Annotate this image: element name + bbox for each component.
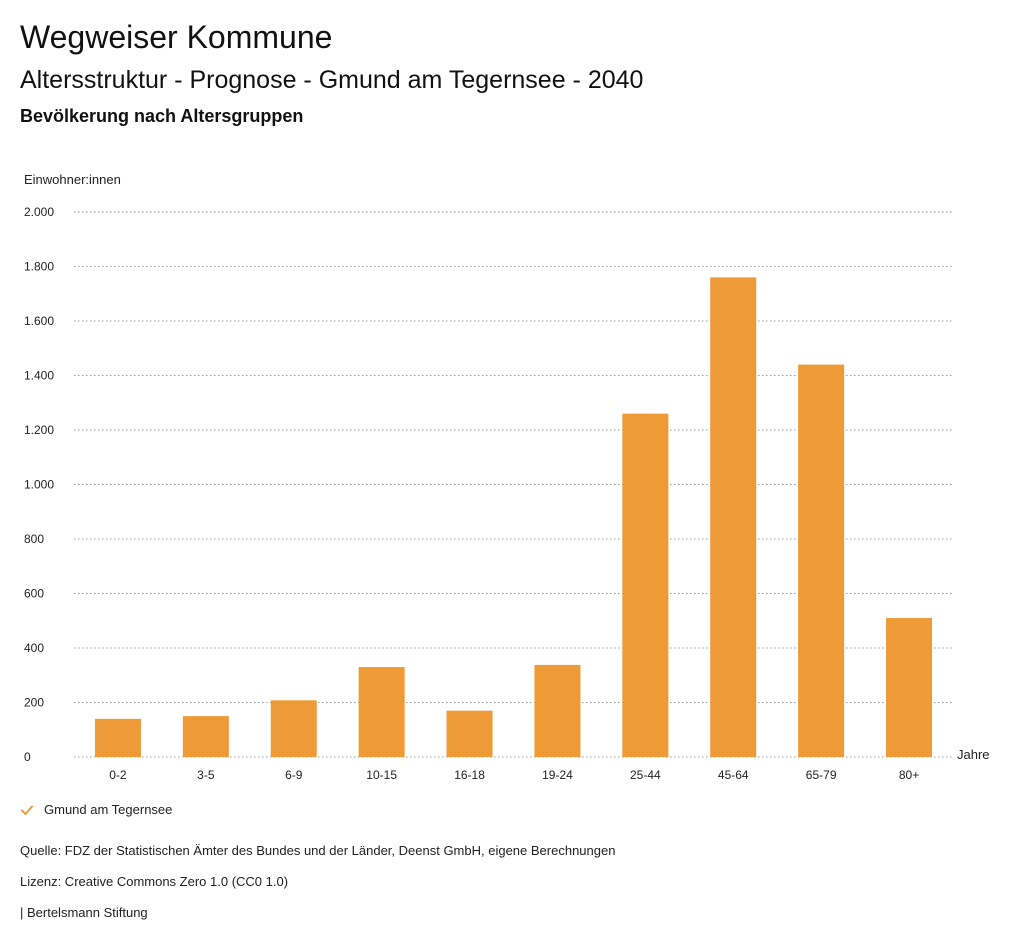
bar <box>270 700 317 757</box>
publisher-note: | Bertelsmann Stiftung <box>20 905 148 920</box>
bar <box>886 618 933 757</box>
y-tick-label: 1.800 <box>24 260 54 274</box>
x-tick-label: 19-24 <box>542 768 573 782</box>
x-tick-label: 16-18 <box>454 768 485 782</box>
bar <box>798 364 845 757</box>
bar <box>358 667 405 757</box>
x-tick-label: 3-5 <box>197 768 215 782</box>
license-note: Lizenz: Creative Commons Zero 1.0 (CC0 1… <box>20 874 289 889</box>
x-axis-label: Jahre <box>957 747 990 762</box>
y-tick-label: 400 <box>24 641 44 655</box>
x-tick-label: 25-44 <box>630 768 661 782</box>
x-tick-label: 0-2 <box>109 768 127 782</box>
bar <box>710 277 757 757</box>
x-tick-label: 6-9 <box>285 768 303 782</box>
y-tick-label: 800 <box>24 532 44 546</box>
bar <box>534 664 581 757</box>
y-tick-label: 1.200 <box>24 423 54 437</box>
bar-chart: Einwohner:innen 0 200 400 600 800 1.000 1.200 1.… <box>24 172 990 782</box>
page-subtitle: Altersstruktur - Prognose - Gmund am Teg… <box>20 66 644 94</box>
legend-item[interactable]: Gmund am Tegernsee <box>20 802 172 817</box>
legend-label: Gmund am Tegernsee <box>44 802 173 817</box>
bar <box>446 710 493 757</box>
chart-section-title: Bevölkerung nach Altersgruppen <box>20 106 304 126</box>
y-tick-label: 2.000 <box>24 205 54 219</box>
x-tick-label: 65-79 <box>806 768 837 782</box>
y-tick-label: 1.400 <box>24 369 54 383</box>
y-tick-label: 1.600 <box>24 314 54 328</box>
y-axis-label: Einwohner:innen <box>24 172 121 187</box>
bar <box>182 716 229 757</box>
bar <box>94 718 141 757</box>
x-tick-label: 80+ <box>899 768 919 782</box>
x-tick-label: 10-15 <box>366 768 397 782</box>
y-tick-label: 0 <box>24 750 31 764</box>
check-icon <box>21 805 33 815</box>
y-tick-label: 200 <box>24 696 44 710</box>
y-tick-label: 1.000 <box>24 478 54 492</box>
bar <box>622 413 669 757</box>
y-tick-label: 600 <box>24 587 44 601</box>
source-note: Quelle: FDZ der Statistischen Ämter des … <box>20 843 616 858</box>
page-title: Wegweiser Kommune <box>20 19 333 55</box>
x-tick-label: 45-64 <box>718 768 749 782</box>
